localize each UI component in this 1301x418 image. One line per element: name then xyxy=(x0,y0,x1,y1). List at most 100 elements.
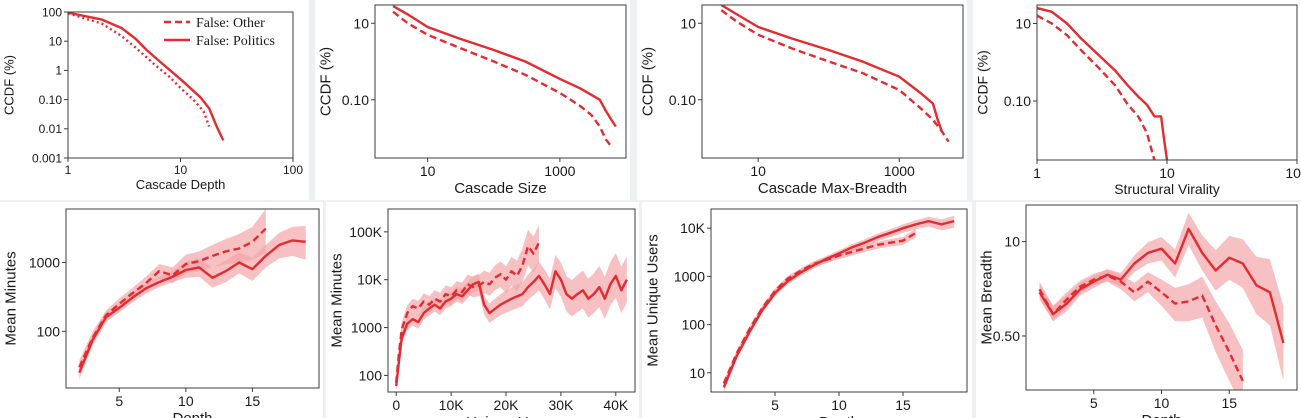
x-tick-label: 5 xyxy=(115,393,123,409)
x-axis-label: Cascade Max-Breadth xyxy=(758,180,907,197)
chart-svg: 1 10 100 0.001 0.01 0.10 1 10 100 Cascade Depth CC… xyxy=(2,5,304,192)
chart-svg: 0 10K 20K 30K 40K 100 1000 10K 100K Unique Users M… xyxy=(329,208,636,418)
y-tick-label: 0.10 xyxy=(39,93,63,107)
x-tick-label: 10K xyxy=(439,397,465,413)
series-line-false-other xyxy=(392,10,613,148)
series-line-false-politics xyxy=(392,5,617,128)
plot-frame xyxy=(1036,4,1298,161)
y-tick-label: 10K xyxy=(680,220,706,236)
y-tick-label: 10 xyxy=(49,35,63,49)
chart-legend: False: Other False: Politics xyxy=(164,16,275,49)
y-axis-label: Mean Minutes xyxy=(329,253,346,347)
y-tick-label: 0.10 xyxy=(342,92,369,108)
chart-panel-depth-minutes: 5 10 15 100 1000 Depth Mean Minutes xyxy=(0,202,323,418)
plot-frame xyxy=(710,208,968,393)
confidence-band-false-politics xyxy=(79,226,306,380)
series-line-false-other xyxy=(78,227,267,368)
y-tick-label: 100 xyxy=(682,317,706,333)
y-tick-label: 1 xyxy=(55,64,62,78)
series-line-false-politics xyxy=(1038,227,1285,344)
confidence-band-false-politics xyxy=(396,253,627,392)
y-tick-label: 0.01 xyxy=(39,122,63,136)
series-line-false-politics xyxy=(68,12,225,141)
plot-area xyxy=(392,5,617,148)
x-axis-label: Cascade Size xyxy=(454,180,547,197)
x-axis-label: Depth xyxy=(1141,412,1181,418)
y-tick-label: 100 xyxy=(359,367,383,383)
x-tick-label: 10 xyxy=(831,397,847,413)
series-line-false-other xyxy=(1037,14,1156,160)
series-line-false-other xyxy=(68,12,211,127)
x-tick-label: 1 xyxy=(65,163,72,177)
x-tick-label: 1 xyxy=(1033,165,1041,181)
plot-area xyxy=(395,224,628,392)
x-tick-label: 10 xyxy=(1154,395,1170,411)
y-axis-label: Mean Breadth xyxy=(979,250,996,344)
y-tick-label: 100 xyxy=(37,323,61,339)
x-axis-label: Depth xyxy=(819,414,859,418)
x-tick-label: 15 xyxy=(245,393,261,409)
series-line-false-politics xyxy=(720,5,943,132)
y-axis-label: CCDF (%) xyxy=(975,50,991,115)
y-axis-label: CCDF (%) xyxy=(2,55,17,115)
y-tick-label: 1000 xyxy=(29,255,60,271)
confidence-band-false-other xyxy=(1039,269,1243,390)
x-tick-label: 1000 xyxy=(544,163,575,179)
x-tick-label: 15 xyxy=(895,397,911,413)
x-tick-label: 20K xyxy=(494,397,520,413)
plot-frame xyxy=(387,208,636,393)
plot-frame xyxy=(701,4,964,159)
y-tick-label: 1000 xyxy=(674,268,705,284)
y-tick-label: 10K xyxy=(357,272,383,288)
series-line-false-politics xyxy=(1037,6,1169,160)
plot-area xyxy=(68,12,225,141)
chart-panel-cascade-size: 10 1000 0.10 10 Cascade Size CCDF (%) xyxy=(315,0,630,200)
y-tick-label: 0.50 xyxy=(993,328,1020,344)
y-tick-label: 100K xyxy=(349,224,382,240)
legend-label-false-politics: False: Politics xyxy=(196,34,275,49)
chart-svg: 5 10 15 100 1000 Depth Mean Minutes xyxy=(3,208,320,418)
x-tick-label: 40K xyxy=(603,397,629,413)
series-line-false-politics xyxy=(78,239,306,374)
plot-area xyxy=(78,209,306,380)
x-axis-label: Depth xyxy=(172,410,212,418)
x-axis-label: Unique Users xyxy=(466,414,557,418)
plot-area xyxy=(720,5,950,143)
y-tick-label: 10 xyxy=(680,15,696,31)
chart-panel-users-minutes: 0 10K 20K 30K 40K 100 1000 10K 100K Unique Users M… xyxy=(326,202,639,418)
series-line-false-other xyxy=(395,241,540,383)
series-line-false-politics xyxy=(722,219,955,388)
chart-svg: 10 1000 0.10 10 Cascade Size CCDF (%) xyxy=(318,4,627,197)
y-tick-label: 100 xyxy=(42,5,62,19)
legend-label-false-other: False: Other xyxy=(196,16,265,31)
x-tick-label: 10 xyxy=(174,163,188,177)
x-tick-label: 5 xyxy=(1090,395,1098,411)
x-tick-label: 5 xyxy=(771,397,779,413)
x-tick-label: 10 xyxy=(178,393,194,409)
x-tick-label: 100 xyxy=(1285,165,1301,181)
y-tick-label: 0.001 xyxy=(32,151,62,165)
x-tick-label: 0 xyxy=(392,397,400,413)
x-tick-label: 10 xyxy=(1159,165,1175,181)
x-axis-label: Structural Virality xyxy=(1114,181,1220,197)
chart-svg: 5 10 15 10 100 1000 10K Depth Mean Unique Users xyxy=(645,208,968,418)
y-axis-label: Mean Unique Users xyxy=(645,234,662,367)
x-tick-label: 30K xyxy=(548,397,574,413)
confidence-band-false-politics xyxy=(1039,212,1284,381)
y-tick-label: 1000 xyxy=(351,320,382,336)
x-tick-label: 10 xyxy=(750,163,766,179)
x-tick-label: 100 xyxy=(283,163,303,177)
plot-frame xyxy=(65,208,320,389)
chart-panel-cascade-max-breadth: 10 1000 0.10 10 Cascade Max-Breadth CCDF (%) xyxy=(637,0,967,200)
y-tick-label: 0.10 xyxy=(1004,93,1031,109)
x-axis-label: Cascade Depth xyxy=(136,177,226,192)
series-line-false-other xyxy=(1038,274,1244,382)
confidence-band-false-politics xyxy=(723,215,955,392)
x-tick-label: 15 xyxy=(1221,395,1237,411)
x-tick-label: 10 xyxy=(420,163,436,179)
confidence-band-false-other xyxy=(396,224,539,390)
